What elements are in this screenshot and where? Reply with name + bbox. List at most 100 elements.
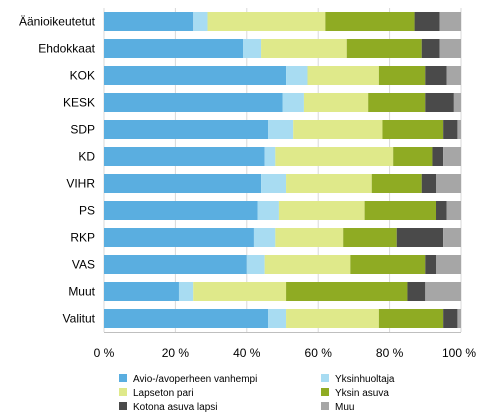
bar-segment: [443, 120, 458, 139]
bar-segment: [264, 255, 351, 274]
legend-label: Yksin asuva: [335, 388, 389, 399]
bar-segment: [443, 309, 458, 328]
bar-segment: [104, 12, 194, 31]
bar-segment: [104, 201, 258, 220]
bar-segment: [421, 174, 437, 193]
bar-segment: [446, 66, 461, 85]
category-label: Muut: [68, 285, 95, 299]
legend-label: Avio-/avoperheen vanhempi: [133, 374, 257, 385]
legend-label: Yksinhuoltaja: [335, 374, 395, 385]
category-label: PS: [79, 204, 95, 218]
bar-segment: [378, 309, 444, 328]
x-axis-ticks: 0 % 20 % 40 % 60 % 80 % 100 %: [94, 346, 477, 360]
bar-segment: [436, 174, 461, 193]
gridlines: [103, 8, 462, 333]
bar-segment: [268, 120, 294, 139]
legend-swatch: [321, 388, 329, 396]
bar-segment: [268, 309, 287, 328]
bar-segment: [350, 255, 426, 274]
category-label: VIHR: [66, 177, 95, 191]
bar-segment: [104, 255, 247, 274]
bar-segment: [104, 39, 244, 58]
bar-segment: [368, 93, 426, 112]
legend-label: Muu: [335, 402, 354, 413]
bar-segment: [396, 228, 444, 247]
category-label: KD: [78, 150, 95, 164]
tick-label: 20 %: [162, 346, 190, 360]
tick-label: 0 %: [94, 346, 115, 360]
bar-segment: [104, 93, 283, 112]
bar-segment: [286, 309, 379, 328]
bar-segment: [275, 228, 344, 247]
bar-segment: [407, 282, 426, 301]
bar-segment: [243, 39, 262, 58]
bar-segment: [278, 201, 365, 220]
bar-segment: [425, 255, 437, 274]
bar-segment: [443, 147, 461, 166]
bar-segment: [371, 174, 422, 193]
legend-swatch: [119, 374, 127, 382]
tick-label: 60 %: [305, 346, 333, 360]
category-label: Äänioikeutetut: [19, 15, 96, 29]
legend: Avio-/avoperheen vanhempi Yksinhuoltaja La…: [119, 374, 395, 413]
bar-segment: [264, 147, 276, 166]
bar-segment: [346, 39, 422, 58]
legend-swatch: [321, 402, 329, 410]
bar-segment: [436, 201, 447, 220]
bar-segment: [282, 93, 304, 112]
bar-segment: [193, 282, 287, 301]
bar-segment: [453, 93, 461, 112]
bar-segment: [178, 282, 194, 301]
category-label: Ehdokkaat: [38, 42, 95, 56]
bar-segment: [193, 12, 208, 31]
bar-segment: [286, 174, 372, 193]
legend-swatch: [119, 402, 127, 410]
bar-segment: [414, 12, 440, 31]
bar-segment: [443, 228, 461, 247]
bar-segment: [364, 201, 437, 220]
bar-segment: [393, 147, 433, 166]
bar-segment: [382, 120, 444, 139]
category-label: KOK: [70, 69, 95, 83]
legend-swatch: [119, 388, 127, 396]
bar-segment: [307, 66, 379, 85]
bar-segment: [303, 93, 369, 112]
bar-segment: [104, 120, 269, 139]
bar-segment: [286, 282, 408, 301]
tick-label: 80 %: [376, 346, 404, 360]
bar-segment: [104, 66, 287, 85]
bar-segment: [421, 39, 440, 58]
category-label: RKP: [70, 231, 95, 245]
bar-segment: [432, 147, 444, 166]
tick-label: 40 %: [233, 346, 261, 360]
bars: [104, 12, 461, 328]
category-labels: Äänioikeutetut Ehdokkaat KOK KESK SDP KD VIHR P…: [19, 15, 96, 326]
bar-segment: [325, 12, 415, 31]
bar-segment: [425, 282, 461, 301]
bar-segment: [378, 66, 426, 85]
legend-label: Lapseton pari: [133, 388, 194, 399]
bar-segment: [253, 228, 276, 247]
category-label: VAS: [72, 258, 95, 272]
bar-segment: [457, 120, 461, 139]
bar-segment: [104, 282, 179, 301]
bar-segment: [261, 174, 287, 193]
bar-segment: [246, 255, 265, 274]
category-label: Valitut: [63, 312, 96, 326]
category-label: SDP: [70, 123, 95, 137]
bar-segment: [446, 201, 461, 220]
bar-segment: [457, 309, 461, 328]
tick-label: 100 %: [442, 346, 476, 360]
legend-swatch: [321, 374, 329, 382]
bar-segment: [439, 12, 461, 31]
bar-segment: [436, 255, 461, 274]
bar-segment: [104, 309, 269, 328]
bar-segment: [257, 201, 279, 220]
legend-label: Kotona asuva lapsi: [133, 402, 218, 413]
bar-segment: [104, 147, 265, 166]
bar-segment: [207, 12, 326, 31]
bar-segment: [275, 147, 394, 166]
bar-segment: [343, 228, 397, 247]
bar-segment: [439, 39, 461, 58]
